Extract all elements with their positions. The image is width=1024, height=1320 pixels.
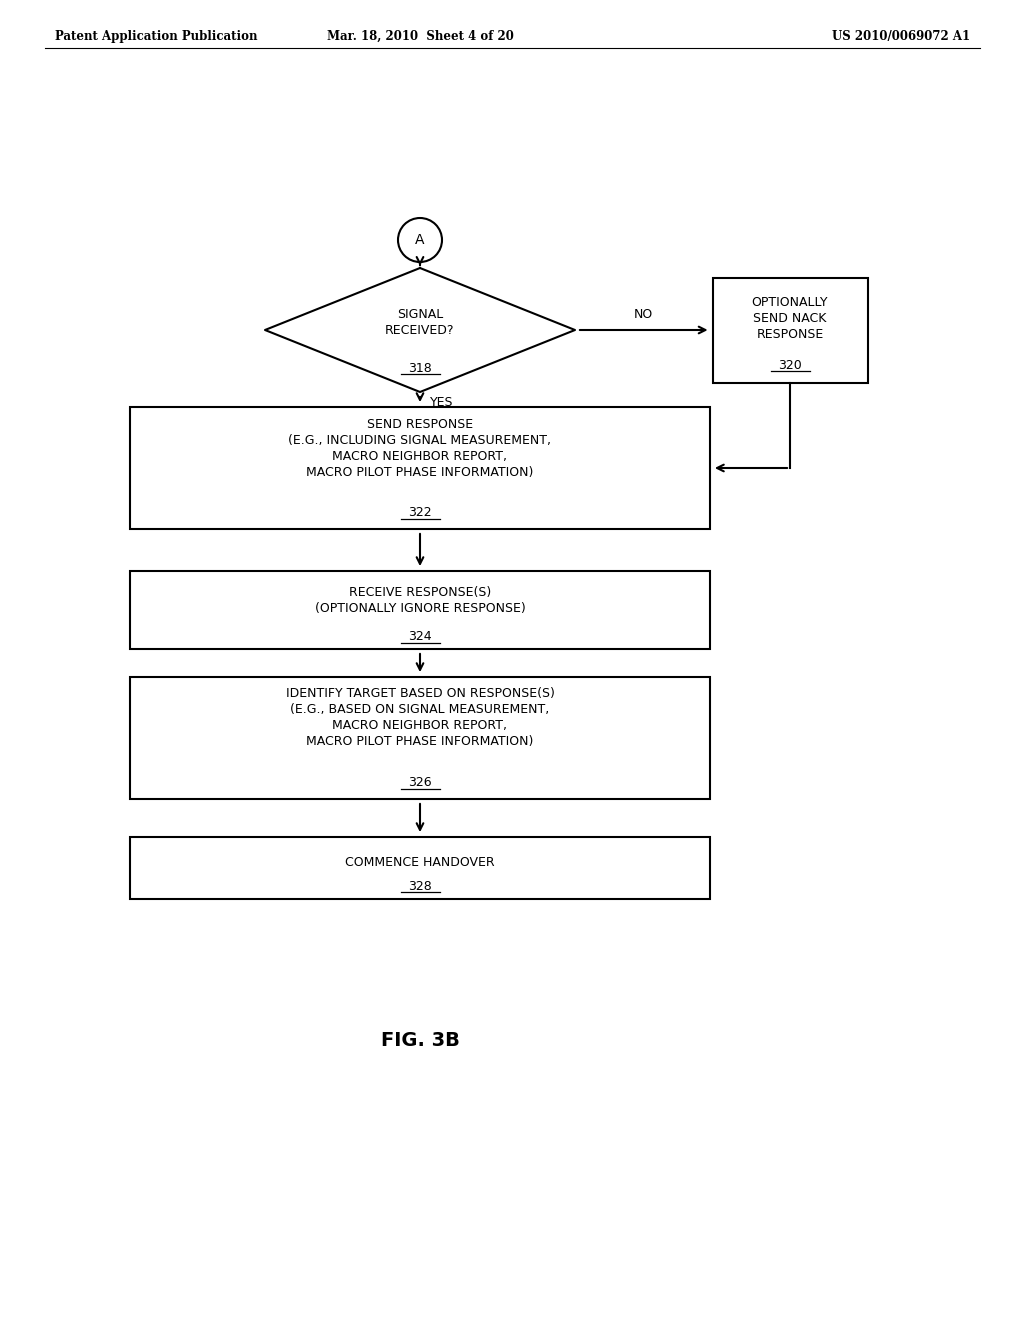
Text: 318: 318 xyxy=(409,362,432,375)
FancyBboxPatch shape xyxy=(130,677,710,799)
Text: 326: 326 xyxy=(409,776,432,789)
Text: A: A xyxy=(416,234,425,247)
Text: IDENTIFY TARGET BASED ON RESPONSE(S)
(E.G., BASED ON SIGNAL MEASUREMENT,
MACRO N: IDENTIFY TARGET BASED ON RESPONSE(S) (E.… xyxy=(286,688,554,748)
Text: OPTIONALLY
SEND NACK
RESPONSE: OPTIONALLY SEND NACK RESPONSE xyxy=(752,296,828,341)
FancyBboxPatch shape xyxy=(713,277,867,383)
FancyBboxPatch shape xyxy=(130,837,710,899)
Text: US 2010/0069072 A1: US 2010/0069072 A1 xyxy=(831,30,970,44)
Text: 320: 320 xyxy=(778,359,802,372)
Text: 324: 324 xyxy=(409,631,432,644)
Text: COMMENCE HANDOVER: COMMENCE HANDOVER xyxy=(345,855,495,869)
Text: Patent Application Publication: Patent Application Publication xyxy=(55,30,257,44)
FancyBboxPatch shape xyxy=(130,407,710,529)
Text: FIG. 3B: FIG. 3B xyxy=(381,1031,460,1049)
Text: RECEIVE RESPONSE(S)
(OPTIONALLY IGNORE RESPONSE): RECEIVE RESPONSE(S) (OPTIONALLY IGNORE R… xyxy=(314,586,525,615)
Text: SIGNAL
RECEIVED?: SIGNAL RECEIVED? xyxy=(385,308,455,337)
Text: YES: YES xyxy=(430,396,454,409)
Text: Mar. 18, 2010  Sheet 4 of 20: Mar. 18, 2010 Sheet 4 of 20 xyxy=(327,30,513,44)
Text: 322: 322 xyxy=(409,507,432,520)
FancyBboxPatch shape xyxy=(130,572,710,649)
Text: NO: NO xyxy=(634,308,653,321)
Text: 328: 328 xyxy=(409,879,432,892)
Text: SEND RESPONSE
(E.G., INCLUDING SIGNAL MEASUREMENT,
MACRO NEIGHBOR REPORT,
MACRO : SEND RESPONSE (E.G., INCLUDING SIGNAL ME… xyxy=(289,417,552,479)
